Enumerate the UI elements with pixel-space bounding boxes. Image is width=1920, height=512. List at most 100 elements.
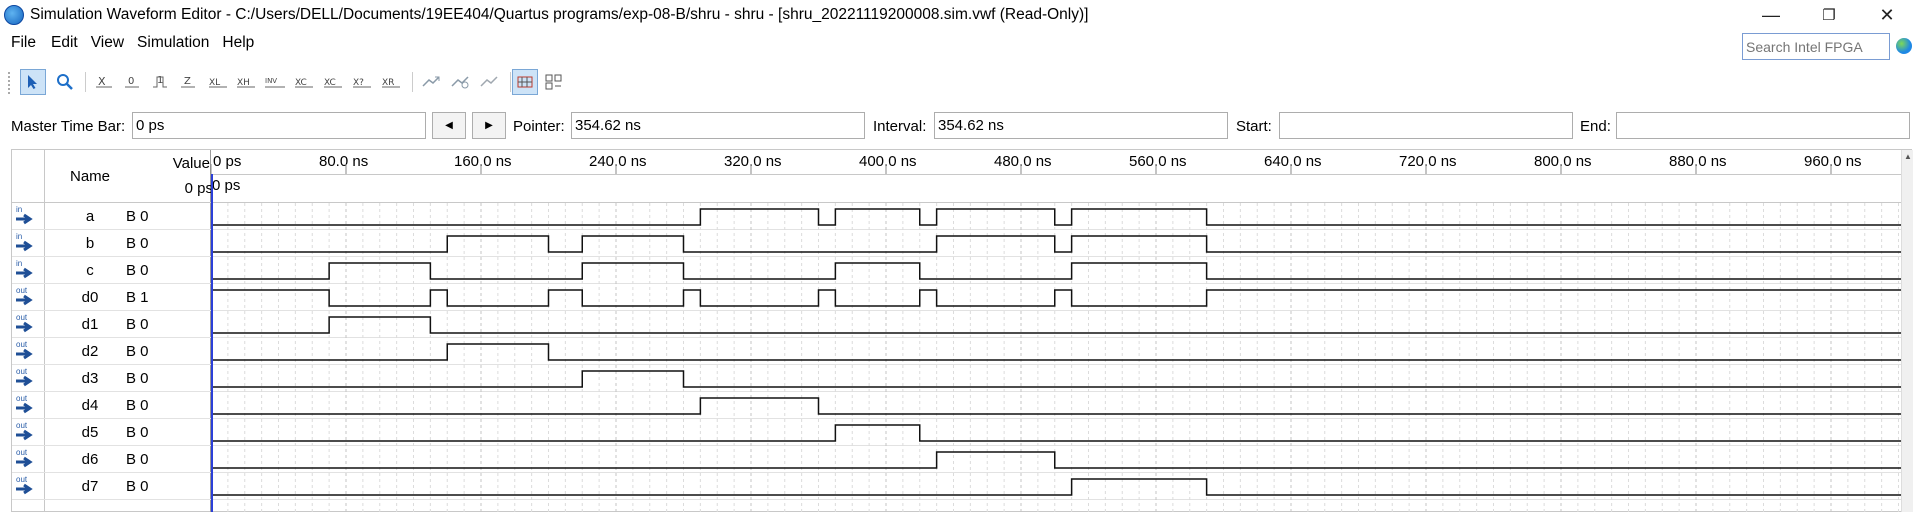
prev-transition-button[interactable]: ◀ <box>432 112 466 139</box>
waveform-d4 <box>211 397 1901 415</box>
toolbar-grip[interactable] <box>8 72 12 94</box>
force-unknown-icon[interactable]: X <box>91 69 117 95</box>
signal-value: B 0 <box>126 235 149 252</box>
minimize-button[interactable]: — <box>1762 4 1780 25</box>
scroll-up-icon[interactable]: ▲ <box>1904 152 1912 161</box>
svg-text:XR: XR <box>382 78 394 88</box>
snap-to-grid-icon[interactable] <box>512 69 538 95</box>
svg-text:X: X <box>98 75 106 88</box>
force-high-icon[interactable]: 1 <box>147 69 173 95</box>
time-tick: 800.0 ns <box>1534 153 1592 170</box>
signal-row[interactable]: out d0 B 1 <box>12 284 210 311</box>
time-bar-row: Master Time Bar: 0 ps ◀ ▶ Pointer: 354.6… <box>0 112 1920 140</box>
pointer-label: Pointer: <box>513 118 565 135</box>
time-tick: 400.0 ns <box>859 153 917 170</box>
output-pin-icon: out <box>14 286 40 308</box>
menu-edit[interactable]: Edit <box>50 34 78 51</box>
signal-row[interactable]: out d1 B 0 <box>12 311 210 338</box>
svg-text:XL: XL <box>209 78 220 88</box>
start-field[interactable] <box>1279 112 1573 139</box>
output-pin-icon: out <box>14 475 40 497</box>
search-input[interactable] <box>1742 33 1890 60</box>
signal-value: B 0 <box>126 262 149 279</box>
arbitrary-value-icon[interactable]: X? <box>349 69 375 95</box>
input-pin-icon: in <box>14 259 40 281</box>
signal-name: c <box>86 262 94 279</box>
run-timing-simulation-icon[interactable] <box>447 69 473 95</box>
menu-help[interactable]: Help <box>222 34 255 51</box>
vertical-scrollbar[interactable]: ▲ <box>1901 150 1913 512</box>
menu-view[interactable]: View <box>90 34 125 51</box>
signal-value: B 0 <box>126 424 149 441</box>
time-tick: 320.0 ns <box>724 153 782 170</box>
signal-row[interactable]: out d7 B 0 <box>12 473 210 500</box>
selection-tool-icon[interactable] <box>20 69 46 95</box>
interval-label: Interval: <box>873 118 927 135</box>
signal-row[interactable]: out d6 B 0 <box>12 446 210 473</box>
time-tick: 960.0 ns <box>1804 153 1862 170</box>
sort-icon[interactable] <box>541 69 567 95</box>
value-column-header[interactable]: Value <box>172 155 210 172</box>
waveform-d3 <box>211 370 1901 388</box>
time-tick: 880.0 ns <box>1669 153 1727 170</box>
start-label: Start: <box>1236 118 1272 135</box>
svg-text:0: 0 <box>128 76 134 87</box>
waveform-canvas[interactable] <box>12 150 1901 512</box>
generate-netlist-icon[interactable] <box>476 69 502 95</box>
time-tick: 480.0 ns <box>994 153 1052 170</box>
signal-name: d0 <box>81 289 99 306</box>
window-title: Simulation Waveform Editor - C:/Users/DE… <box>30 6 1089 23</box>
title-bar: Simulation Waveform Editor - C:/Users/DE… <box>0 0 1920 30</box>
next-transition-button[interactable]: ▶ <box>472 112 506 139</box>
output-pin-icon: out <box>14 340 40 362</box>
interval-field: 354.62 ns <box>934 112 1228 139</box>
end-field[interactable] <box>1616 112 1910 139</box>
signal-row[interactable]: out d2 B 0 <box>12 338 210 365</box>
time-tick: 160.0 ns <box>454 153 512 170</box>
signal-value: B 0 <box>126 370 149 387</box>
menu-file[interactable]: File <box>11 34 36 51</box>
menu-simulation[interactable]: Simulation <box>137 34 210 51</box>
svg-text:XC: XC <box>324 78 336 88</box>
input-pin-icon: in <box>14 232 40 254</box>
waveform-d1 <box>211 316 1901 334</box>
waveform-panel: Name Value 0 ps 0 ps 80.0 ns 160.0 ns 24… <box>11 149 1913 512</box>
time-tick: 560.0 ns <box>1129 153 1187 170</box>
clock-icon[interactable]: XC <box>320 69 346 95</box>
time-tick: 720.0 ns <box>1399 153 1457 170</box>
signal-row[interactable]: in c B 0 <box>12 257 210 284</box>
time-tick: 240.0 ns <box>589 153 647 170</box>
name-column-header[interactable]: Name <box>69 167 110 185</box>
random-value-icon[interactable]: XR <box>378 69 404 95</box>
waveform-d0 <box>211 289 1901 307</box>
count-value-icon[interactable]: XC <box>291 69 317 95</box>
cursor-time-label: 0 ps <box>212 177 241 194</box>
force-weak-high-icon[interactable]: XH <box>233 69 259 95</box>
signal-row[interactable]: in a B 0 <box>12 203 210 230</box>
time-tick: 80.0 ns <box>319 153 369 170</box>
waveform-a <box>211 208 1901 226</box>
waveform-c <box>211 262 1901 280</box>
master-time-bar-field[interactable]: 0 ps <box>132 112 426 139</box>
output-pin-icon: out <box>14 394 40 416</box>
force-low-icon[interactable]: 0 <box>119 69 145 95</box>
signal-row[interactable]: out d4 B 0 <box>12 392 210 419</box>
waveform-d5 <box>211 424 1901 442</box>
force-hi-z-icon[interactable]: Z <box>175 69 201 95</box>
globe-icon[interactable] <box>1896 38 1912 54</box>
close-button[interactable]: ✕ <box>1879 4 1895 25</box>
maximize-button[interactable]: ❐ <box>1822 7 1836 24</box>
signal-row[interactable]: out d5 B 0 <box>12 419 210 446</box>
toolbar-separator <box>412 72 413 92</box>
invert-icon[interactable]: INV <box>262 69 288 95</box>
zoom-tool-icon[interactable] <box>52 69 78 95</box>
signal-row[interactable]: in b B 0 <box>12 230 210 257</box>
force-weak-low-icon[interactable]: XL <box>205 69 231 95</box>
signal-row[interactable]: out d3 B 0 <box>12 365 210 392</box>
signal-value: B 0 <box>126 208 149 225</box>
signal-value: B 0 <box>126 478 149 495</box>
signal-value: B 0 <box>126 316 149 333</box>
output-pin-icon: out <box>14 448 40 470</box>
input-pin-icon: in <box>14 205 40 227</box>
run-functional-simulation-icon[interactable] <box>418 69 444 95</box>
